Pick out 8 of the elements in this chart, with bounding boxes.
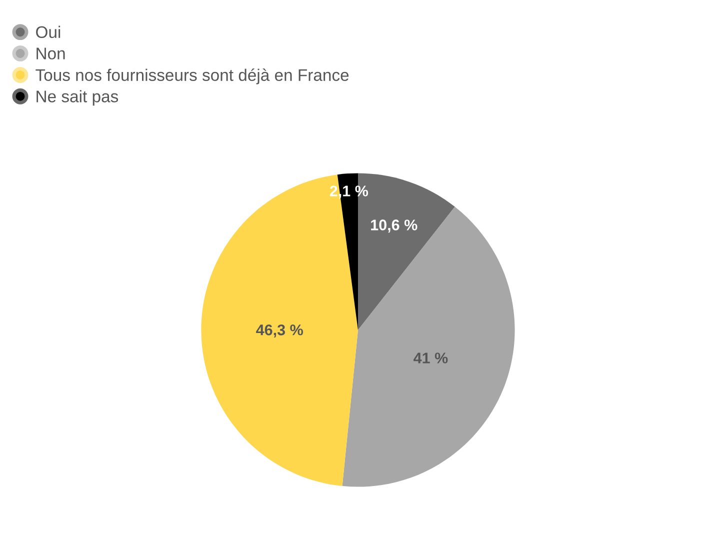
legend-label: Tous nos fournisseurs sont déjà en France — [36, 68, 349, 84]
legend-label: Oui — [36, 26, 60, 38]
data-label: 10,6 % — [371, 220, 418, 233]
data-label: 46,3 % — [256, 324, 303, 338]
legend-label: Non — [36, 48, 65, 60]
pie-slice — [342, 206, 515, 487]
legend-label: Ne sait pas — [36, 90, 118, 106]
data-label: 41 % — [414, 352, 448, 364]
